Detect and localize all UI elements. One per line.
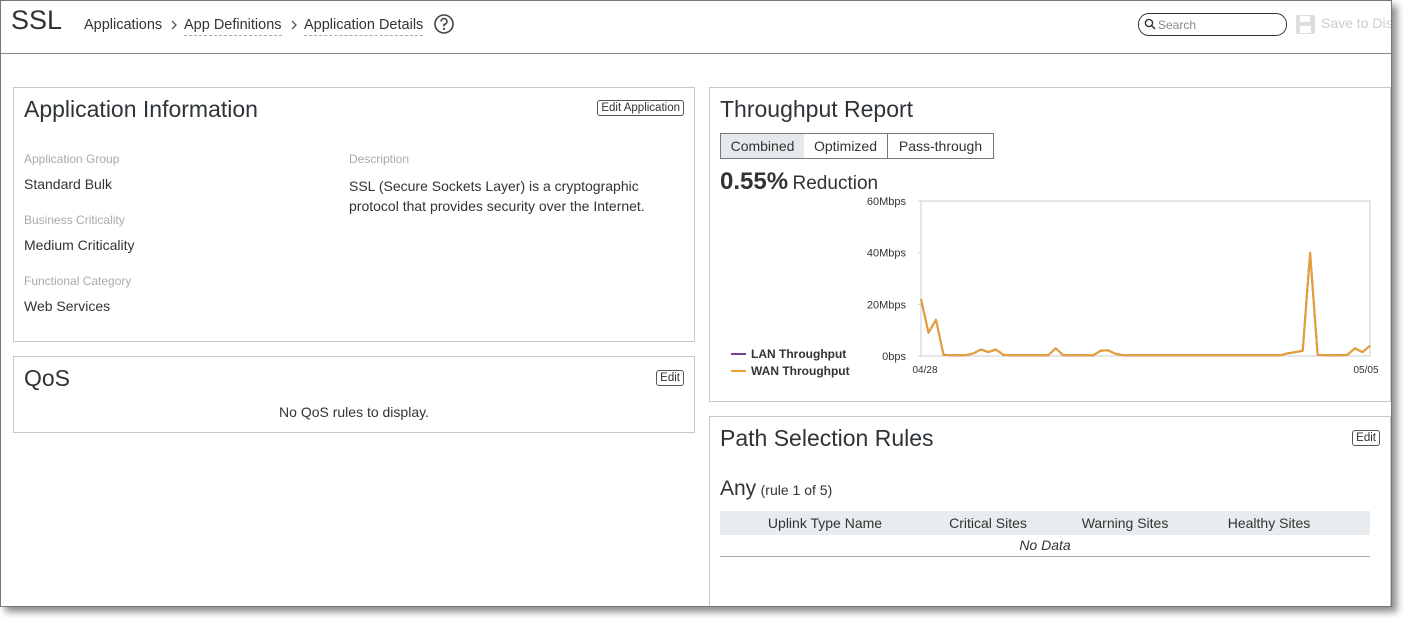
application-information-panel: Application Information Edit Application… bbox=[13, 87, 695, 342]
y-tick-label: 60Mbps bbox=[867, 196, 907, 208]
throughput-chart: 0bps 20Mbps 40Mbps 60Mbps 04/28 05/05 LAN Thro… bbox=[731, 196, 1379, 378]
save-icon[interactable] bbox=[1295, 14, 1317, 36]
save-button[interactable]: Save to Disk bbox=[1321, 15, 1392, 31]
y-tick-label: 20Mbps bbox=[867, 299, 907, 311]
tab[interactable]: Optimized bbox=[804, 133, 888, 159]
y-tick-label: 40Mbps bbox=[867, 248, 907, 260]
breadcrumb[interactable]: Application Details bbox=[304, 17, 424, 36]
series-line bbox=[920, 251, 1371, 357]
column-header: Healthy Sites bbox=[1227, 515, 1311, 531]
reduction: 0.55% Reduction bbox=[720, 168, 878, 196]
panel-title: Application Information bbox=[24, 96, 258, 122]
edit-button[interactable]: Edit bbox=[1352, 430, 1380, 446]
x-tick-label: 05/05 bbox=[1353, 365, 1378, 376]
header-divider bbox=[1, 53, 1391, 54]
x-tick-label: 04/28 bbox=[912, 365, 937, 376]
field-value: Medium Criticality bbox=[24, 237, 135, 253]
edit-button[interactable]: Edit bbox=[656, 370, 684, 386]
chevron bbox=[291, 20, 297, 30]
column-header: Critical Sites bbox=[949, 515, 1027, 531]
search-placeholder: Search bbox=[1158, 18, 1197, 32]
rule-name: Any bbox=[720, 477, 757, 500]
field-label: Functional Category bbox=[24, 274, 132, 288]
y-tick-label: 0bps bbox=[882, 351, 906, 363]
description-label: Description bbox=[349, 152, 410, 166]
search-icon bbox=[1144, 18, 1156, 30]
reduction-label: Reduction bbox=[792, 173, 879, 194]
tab[interactable]: Combined bbox=[720, 133, 805, 159]
rule-heading: Any (rule 1 of 5) bbox=[720, 477, 832, 501]
rule-note: (rule 1 of 5) bbox=[760, 482, 833, 498]
field-value: Standard Bulk bbox=[24, 176, 112, 192]
column-header: Uplink Type Name bbox=[767, 515, 883, 531]
table-rule bbox=[720, 556, 1370, 557]
help-icon[interactable] bbox=[433, 13, 455, 35]
empty-message: No Data bbox=[1019, 537, 1071, 553]
panel-title: Throughput Report bbox=[720, 96, 914, 122]
breadcrumb[interactable]: Applications bbox=[84, 17, 163, 33]
legend-label: LAN Throughput bbox=[751, 347, 846, 361]
description-value: SSL (Secure Sockets Layer) is a cryptogr… bbox=[349, 178, 645, 214]
reduction-value: 0.55% bbox=[720, 168, 789, 195]
panel-title: Path Selection Rules bbox=[720, 425, 934, 451]
page-title: SSL bbox=[11, 5, 63, 35]
tab[interactable]: Pass-through bbox=[888, 133, 994, 159]
window: SSL Applications App Definitions Applica… bbox=[0, 0, 1392, 607]
field-label: Application Group bbox=[24, 152, 120, 166]
path-selection-panel: Path Selection Rules Edit Any (rule 1 of… bbox=[709, 416, 1391, 606]
chevron bbox=[171, 20, 177, 30]
qos-message: No QoS rules to display. bbox=[279, 404, 429, 420]
field-label: Business Criticality bbox=[24, 213, 125, 227]
search-box[interactable]: Search bbox=[1138, 13, 1287, 36]
column-header: Warning Sites bbox=[1081, 515, 1169, 531]
panel-title: QoS bbox=[24, 365, 71, 391]
edit-application-button[interactable]: Edit Application bbox=[597, 100, 684, 116]
qos-panel: QoS Edit No QoS rules to display. bbox=[13, 356, 695, 433]
breadcrumb[interactable]: App Definitions bbox=[184, 17, 282, 36]
plot-frame bbox=[920, 200, 1371, 357]
legend-label: WAN Throughput bbox=[751, 364, 850, 378]
table-header: Uplink Type Name Critical Sites Warning … bbox=[720, 511, 1370, 535]
field-value: Web Services bbox=[24, 298, 111, 314]
